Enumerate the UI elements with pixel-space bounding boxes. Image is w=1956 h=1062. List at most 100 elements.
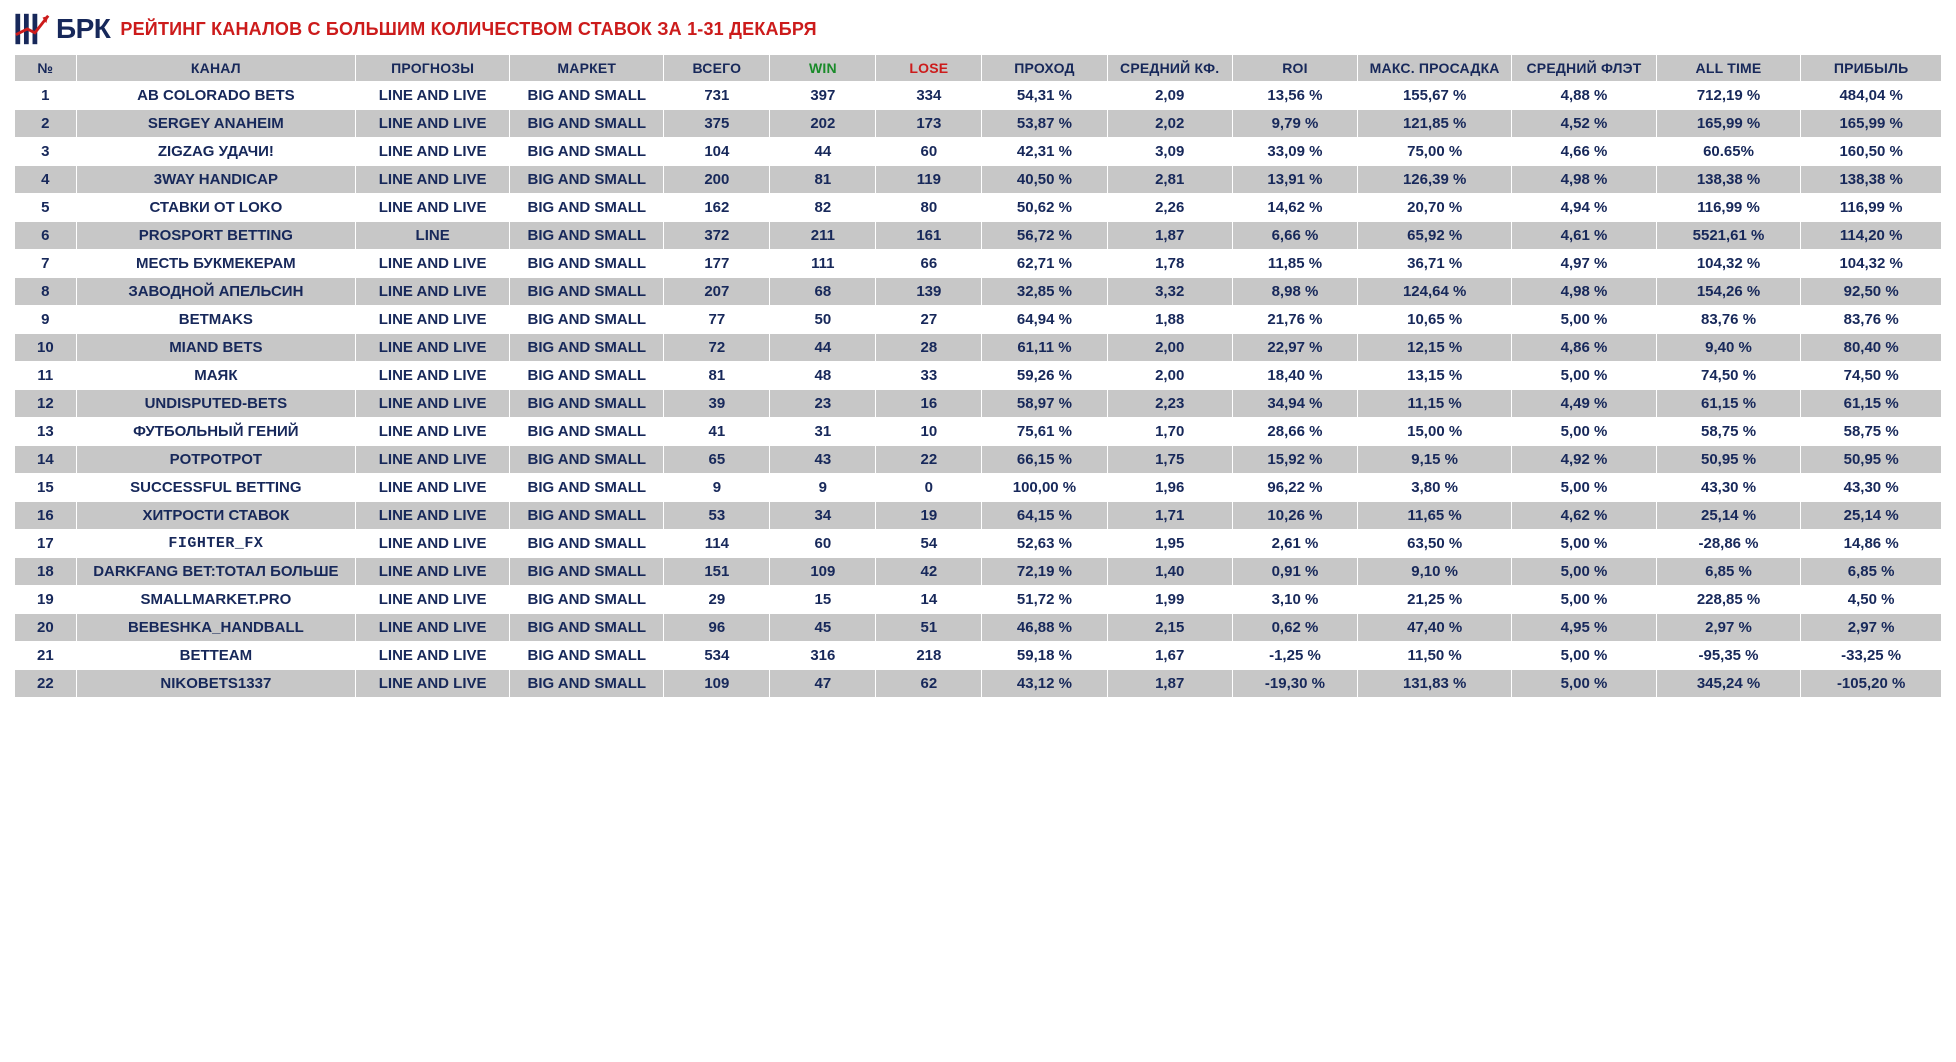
cell-forecasts: LINE [356,222,510,250]
cell-avg-odds: 2,15 [1107,614,1232,642]
cell-alltime: 104,32 % [1656,250,1801,278]
cell-profit: 4,50 % [1801,586,1942,614]
cell-win: 48 [770,362,876,390]
cell-market: BIG AND SMALL [510,82,664,110]
cell-pass: 46,88 % [982,614,1107,642]
cell-market: BIG AND SMALL [510,250,664,278]
cell-market: BIG AND SMALL [510,194,664,222]
cell-number: 1 [15,82,77,110]
cell-profit: 43,30 % [1801,474,1942,502]
cell-pass: 59,18 % [982,642,1107,670]
cell-channel: POTPOTPOT [76,446,355,474]
cell-lose: 334 [876,82,982,110]
cell-channel: FIGHTER_FX [76,530,355,558]
cell-forecasts: LINE AND LIVE [356,334,510,362]
cell-flat: 4,49 % [1512,390,1657,418]
cell-avg-odds: 1,67 [1107,642,1232,670]
cell-number: 22 [15,670,77,698]
cell-drawdown: 10,65 % [1358,306,1512,334]
cell-lose: 0 [876,474,982,502]
cell-pass: 64,94 % [982,306,1107,334]
cell-pass: 59,26 % [982,362,1107,390]
cell-win: 44 [770,334,876,362]
cell-alltime: 43,30 % [1656,474,1801,502]
cell-drawdown: 9,15 % [1358,446,1512,474]
cell-total: 177 [664,250,770,278]
cell-total: 9 [664,474,770,502]
table-row: 1AB COLORADO BETSLINE AND LIVEBIG AND SM… [15,82,1942,110]
table-row: 15SUCCESSFUL BETTINGLINE AND LIVEBIG AND… [15,474,1942,502]
cell-total: 65 [664,446,770,474]
cell-alltime: 154,26 % [1656,278,1801,306]
cell-number: 20 [15,614,77,642]
cell-market: BIG AND SMALL [510,558,664,586]
table-row: 10MIAND BETSLINE AND LIVEBIG AND SMALL72… [15,334,1942,362]
cell-lose: 16 [876,390,982,418]
cell-pass: 62,71 % [982,250,1107,278]
cell-channel: NIKOBETS1337 [76,670,355,698]
cell-lose: 161 [876,222,982,250]
logo-text: БРК [56,13,110,45]
cell-drawdown: 3,80 % [1358,474,1512,502]
cell-roi: 6,66 % [1232,222,1357,250]
cell-market: BIG AND SMALL [510,418,664,446]
cell-number: 16 [15,502,77,530]
cell-drawdown: 124,64 % [1358,278,1512,306]
cell-forecasts: LINE AND LIVE [356,502,510,530]
cell-win: 109 [770,558,876,586]
cell-pass: 64,15 % [982,502,1107,530]
cell-number: 10 [15,334,77,362]
cell-avg-odds: 1,88 [1107,306,1232,334]
cell-channel: DARKFANG BET:ТОТАЛ БОЛЬШЕ [76,558,355,586]
cell-lose: 14 [876,586,982,614]
cell-drawdown: 13,15 % [1358,362,1512,390]
cell-profit: 2,97 % [1801,614,1942,642]
cell-market: BIG AND SMALL [510,586,664,614]
cell-win: 34 [770,502,876,530]
logo: БРК [14,10,110,48]
cell-pass: 66,15 % [982,446,1107,474]
cell-total: 77 [664,306,770,334]
cell-alltime: 138,38 % [1656,166,1801,194]
cell-channel: BETMAKS [76,306,355,334]
cell-market: BIG AND SMALL [510,446,664,474]
cell-win: 50 [770,306,876,334]
cell-avg-odds: 1,87 [1107,222,1232,250]
cell-avg-odds: 1,40 [1107,558,1232,586]
cell-profit: -33,25 % [1801,642,1942,670]
cell-lose: 218 [876,642,982,670]
cell-roi: 14,62 % [1232,194,1357,222]
cell-market: BIG AND SMALL [510,474,664,502]
cell-market: BIG AND SMALL [510,138,664,166]
table-row: 3ZIGZAG УДАЧИ!LINE AND LIVEBIG AND SMALL… [15,138,1942,166]
cell-flat: 5,00 % [1512,530,1657,558]
cell-forecasts: LINE AND LIVE [356,250,510,278]
cell-drawdown: 121,85 % [1358,110,1512,138]
col-market: МАРКЕТ [510,55,664,82]
cell-market: BIG AND SMALL [510,502,664,530]
cell-drawdown: 11,15 % [1358,390,1512,418]
page-title: РЕЙТИНГ КАНАЛОВ С БОЛЬШИМ КОЛИЧЕСТВОМ СТ… [120,19,816,40]
cell-drawdown: 11,65 % [1358,502,1512,530]
cell-avg-odds: 2,00 [1107,334,1232,362]
cell-forecasts: LINE AND LIVE [356,474,510,502]
cell-flat: 4,62 % [1512,502,1657,530]
table-row: 18DARKFANG BET:ТОТАЛ БОЛЬШЕLINE AND LIVE… [15,558,1942,586]
cell-total: 104 [664,138,770,166]
cell-alltime: 61,15 % [1656,390,1801,418]
cell-lose: 10 [876,418,982,446]
cell-roi: 21,76 % [1232,306,1357,334]
cell-drawdown: 155,67 % [1358,82,1512,110]
cell-avg-odds: 2,81 [1107,166,1232,194]
table-row: 8ЗАВОДНОЙ АПЕЛЬСИНLINE AND LIVEBIG AND S… [15,278,1942,306]
cell-flat: 4,52 % [1512,110,1657,138]
cell-drawdown: 36,71 % [1358,250,1512,278]
cell-total: 534 [664,642,770,670]
cell-total: 72 [664,334,770,362]
cell-flat: 4,92 % [1512,446,1657,474]
cell-total: 162 [664,194,770,222]
col-number: № [15,55,77,82]
cell-total: 29 [664,586,770,614]
cell-win: 81 [770,166,876,194]
cell-channel: ZIGZAG УДАЧИ! [76,138,355,166]
